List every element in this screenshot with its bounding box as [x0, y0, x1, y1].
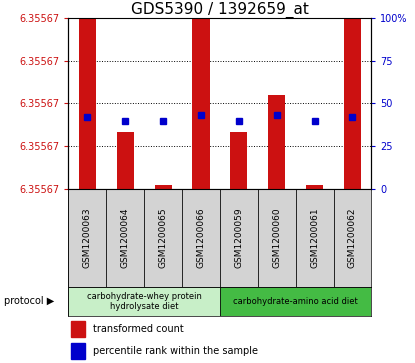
Text: GSM1200064: GSM1200064 [121, 208, 130, 268]
Bar [334, 189, 371, 287]
Bar [344, 18, 361, 189]
Bar [182, 189, 220, 287]
Text: GSM1200059: GSM1200059 [234, 207, 243, 268]
Text: transformed count: transformed count [93, 324, 184, 334]
Text: GSM1200066: GSM1200066 [197, 207, 205, 268]
Bar [258, 189, 295, 287]
Text: carbohydrate-whey protein
hydrolysate diet: carbohydrate-whey protein hydrolysate di… [87, 291, 202, 311]
Bar [155, 185, 172, 189]
Bar [68, 287, 220, 316]
Bar [117, 132, 134, 189]
Bar [144, 189, 182, 287]
Bar [79, 18, 96, 189]
Text: percentile rank within the sample: percentile rank within the sample [93, 346, 259, 356]
Text: GSM1200060: GSM1200060 [272, 207, 281, 268]
Bar [230, 132, 247, 189]
Text: GSM1200062: GSM1200062 [348, 208, 357, 268]
Title: GDS5390 / 1392659_at: GDS5390 / 1392659_at [131, 2, 309, 18]
Bar [68, 189, 106, 287]
Bar [295, 189, 334, 287]
Bar [306, 185, 323, 189]
Bar [71, 321, 85, 337]
Text: GSM1200063: GSM1200063 [83, 207, 92, 268]
Bar [220, 189, 258, 287]
Bar [106, 189, 144, 287]
Text: carbohydrate-amino acid diet: carbohydrate-amino acid diet [233, 297, 358, 306]
Text: GSM1200061: GSM1200061 [310, 207, 319, 268]
Text: GSM1200065: GSM1200065 [159, 207, 168, 268]
Bar [71, 343, 85, 359]
Bar [193, 18, 210, 189]
Text: protocol ▶: protocol ▶ [4, 296, 54, 306]
Bar [220, 287, 371, 316]
Bar [268, 95, 285, 189]
